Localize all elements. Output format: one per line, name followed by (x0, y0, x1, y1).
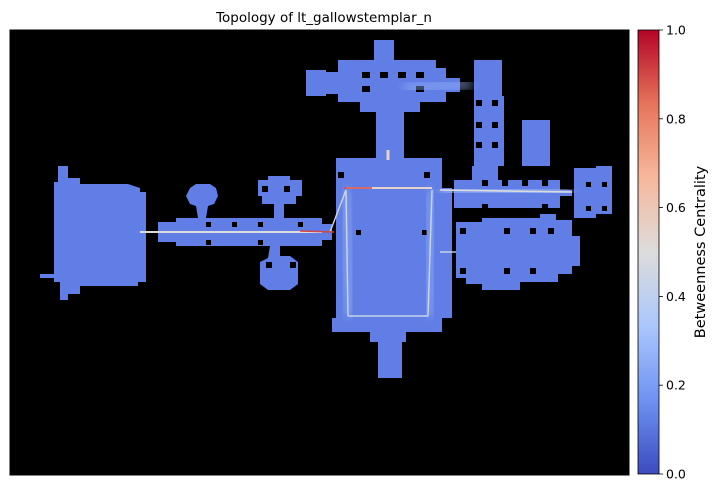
centrality-path (329, 189, 347, 233)
pillar (482, 180, 488, 186)
pillar (476, 142, 482, 148)
colorbar-tick-label: 0.8 (666, 111, 686, 126)
pillar (380, 72, 388, 78)
pillar (232, 222, 237, 227)
pillar (424, 172, 430, 178)
chart-title: Topology of lt_gallowstemplar_n (215, 10, 432, 26)
pillar (206, 222, 211, 227)
pillar (262, 186, 268, 192)
colorbar-gradient (637, 29, 660, 475)
room-central-temple (332, 158, 452, 378)
room-cross-north (258, 176, 302, 218)
room-round-north (186, 184, 218, 218)
colorbar-label: Betweenness Centrality (693, 165, 709, 338)
pillar (504, 228, 510, 234)
pillar (530, 268, 536, 274)
colorbar-tick-label: 0.4 (666, 289, 686, 304)
pillar (258, 240, 263, 245)
pillar (502, 180, 508, 186)
centrality-path (439, 189, 573, 193)
pillar (290, 262, 296, 268)
colorbar-ticks: 0.0 0.2 0.4 0.6 0.8 1.0 (659, 23, 686, 482)
map-rooms (40, 40, 612, 378)
pillar (356, 230, 361, 235)
pillar (492, 100, 498, 106)
room-west-hall (40, 166, 146, 300)
pillar (522, 180, 528, 186)
room-east-tower (472, 60, 504, 182)
pillar (460, 268, 466, 274)
room-round-south (260, 246, 298, 290)
pillar (362, 86, 370, 92)
colorbar-tick-label: 0.0 (666, 467, 686, 482)
room-east-square (522, 120, 550, 166)
pillar (206, 240, 211, 245)
room-far-east (574, 166, 612, 218)
colorbar-tick-label: 0.6 (666, 200, 686, 215)
pillar (416, 72, 424, 78)
pillar (476, 100, 482, 106)
pillar (492, 122, 498, 128)
map-pillars (206, 72, 607, 274)
pillar (362, 72, 370, 78)
pillar (298, 222, 303, 227)
pillar (602, 206, 607, 211)
pillar (460, 228, 466, 234)
pillar (586, 182, 591, 187)
colorbar-tick-label: 0.2 (666, 378, 686, 393)
pillar (602, 182, 607, 187)
pillar (422, 230, 427, 235)
pillar (542, 180, 548, 186)
pillar (542, 204, 548, 210)
pillar (284, 186, 290, 192)
pillar (476, 122, 482, 128)
pillar (586, 206, 591, 211)
centrality-corridors (140, 81, 573, 317)
colorbar: 0.0 0.2 0.4 0.6 0.8 1.0 Betweenness Centralit… (637, 23, 709, 482)
room-north-cross (306, 40, 460, 158)
pillar (266, 262, 272, 268)
pillar (398, 72, 406, 78)
centrality-path (427, 189, 433, 317)
centrality-glow (403, 81, 473, 91)
centrality-peak (299, 230, 335, 233)
pillar (338, 172, 344, 178)
pillar (258, 222, 263, 227)
heatmap-plot (9, 29, 630, 476)
pillar (482, 204, 488, 210)
pillar (492, 142, 498, 148)
pillar (548, 228, 554, 234)
centrality-path (345, 189, 349, 317)
pillar (530, 228, 536, 234)
pillar (504, 268, 510, 274)
colorbar-tick-label: 1.0 (666, 23, 686, 38)
